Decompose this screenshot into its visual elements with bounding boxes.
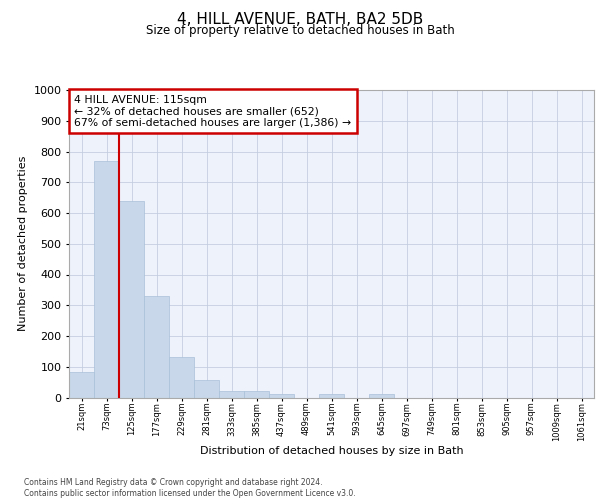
Text: 4, HILL AVENUE, BATH, BA2 5DB: 4, HILL AVENUE, BATH, BA2 5DB — [177, 12, 423, 28]
Text: Contains HM Land Registry data © Crown copyright and database right 2024.
Contai: Contains HM Land Registry data © Crown c… — [24, 478, 356, 498]
Y-axis label: Number of detached properties: Number of detached properties — [18, 156, 28, 332]
X-axis label: Distribution of detached houses by size in Bath: Distribution of detached houses by size … — [200, 446, 463, 456]
Bar — [94, 160, 119, 398]
Bar — [144, 296, 169, 398]
Bar — [244, 392, 269, 398]
Bar — [269, 394, 294, 398]
Bar — [194, 380, 219, 398]
Bar — [119, 200, 144, 398]
Bar — [369, 394, 394, 398]
Bar — [169, 356, 194, 398]
Bar — [319, 394, 344, 398]
Bar — [219, 390, 244, 398]
Text: 4 HILL AVENUE: 115sqm
← 32% of detached houses are smaller (652)
67% of semi-det: 4 HILL AVENUE: 115sqm ← 32% of detached … — [74, 94, 352, 128]
Text: Size of property relative to detached houses in Bath: Size of property relative to detached ho… — [146, 24, 454, 37]
Bar — [69, 372, 94, 398]
